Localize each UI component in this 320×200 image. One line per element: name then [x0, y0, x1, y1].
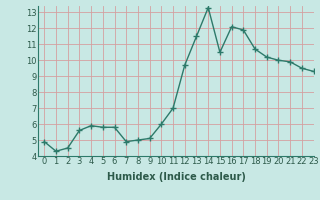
X-axis label: Humidex (Indice chaleur): Humidex (Indice chaleur) — [107, 172, 245, 182]
